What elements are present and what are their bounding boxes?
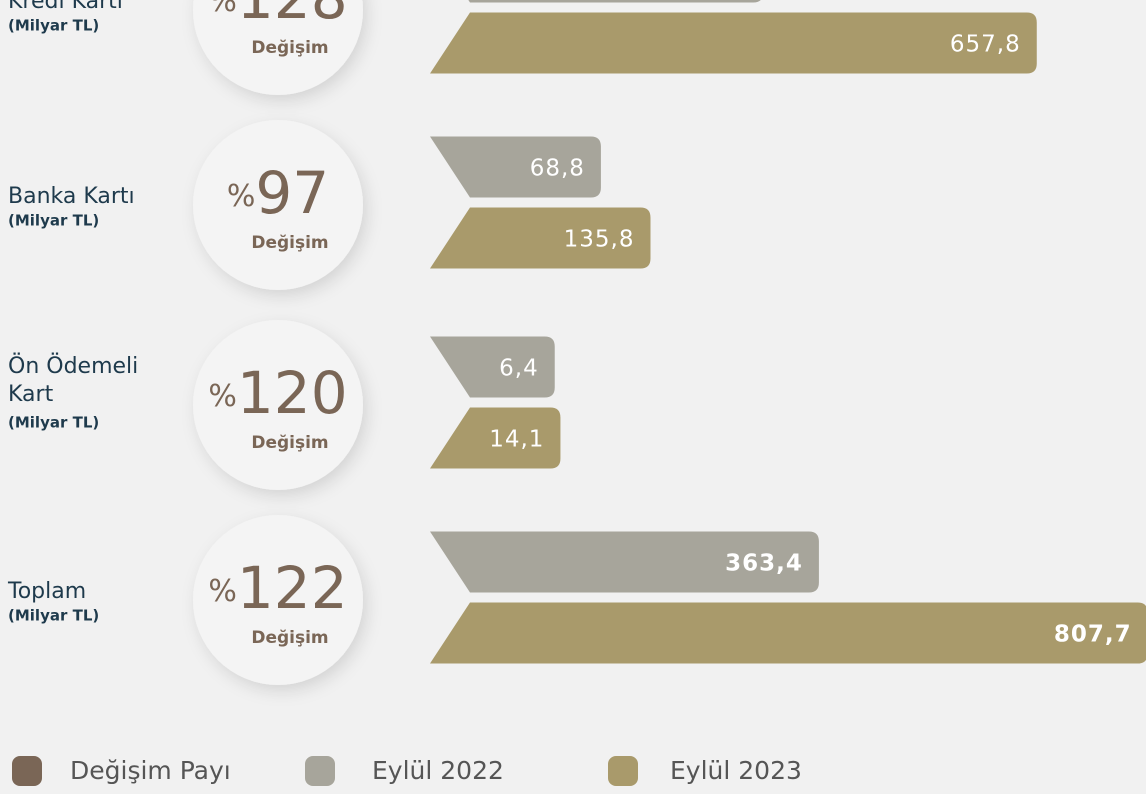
change-caption: Değişim <box>251 233 328 253</box>
change-number: 97 <box>255 159 329 227</box>
bar-value-label: 14,1 <box>489 427 544 453</box>
category-label: Kredi Kartı <box>8 0 123 14</box>
unit-label: (Milyar TL) <box>8 212 99 230</box>
change-value: %122 <box>208 554 347 622</box>
change-sign: % <box>208 379 237 414</box>
change-value: %97 <box>227 159 329 227</box>
legend-label: Eylül 2022 <box>372 756 504 785</box>
legend-swatch <box>305 756 335 786</box>
change-sign: % <box>208 0 237 19</box>
legend-swatch <box>608 756 638 786</box>
change-caption: Değişim <box>251 38 328 58</box>
change-number: 122 <box>237 554 348 622</box>
category-label-line: Kart <box>8 382 54 407</box>
change-number: 120 <box>237 359 348 427</box>
legend-label: Değişim Payı <box>70 756 231 785</box>
bar <box>430 407 561 469</box>
change-sign: % <box>208 574 237 609</box>
change-value: %120 <box>208 359 347 427</box>
unit-label: (Milyar TL) <box>8 607 99 625</box>
unit-label: (Milyar TL) <box>8 17 99 35</box>
bar-value-label: 135,8 <box>564 227 635 253</box>
change-circle <box>193 515 363 685</box>
change-circle <box>193 120 363 290</box>
category-label-line: Ön Ödemeli <box>8 353 138 379</box>
bar <box>430 12 1037 74</box>
bar-value-label: 363,4 <box>725 551 803 577</box>
change-sign: % <box>227 179 256 214</box>
legend-swatch <box>12 756 42 786</box>
change-circle <box>193 320 363 490</box>
bar <box>430 136 601 198</box>
change-value: %128 <box>208 0 347 32</box>
category-label: Toplam <box>7 579 86 604</box>
change-caption: Değişim <box>251 628 328 648</box>
category-label: Banka Kartı <box>8 184 135 209</box>
unit-label: (Milyar TL) <box>8 414 99 432</box>
bar <box>468 0 761 3</box>
change-number: 128 <box>237 0 348 32</box>
legend-label: Eylül 2023 <box>670 756 802 785</box>
bar <box>430 207 651 269</box>
bar <box>430 602 1146 664</box>
change-caption: Değişim <box>251 433 328 453</box>
bar-value-label: 657,8 <box>950 32 1021 58</box>
bar-value-label: 68,8 <box>530 156 585 182</box>
bar <box>430 531 819 593</box>
change-circle <box>193 0 363 95</box>
bar-value-label: 6,4 <box>499 356 539 382</box>
bar-value-label: 807,7 <box>1054 622 1132 648</box>
bar <box>430 336 555 398</box>
category-label: Ön Ödemeli Kart <box>8 353 138 407</box>
